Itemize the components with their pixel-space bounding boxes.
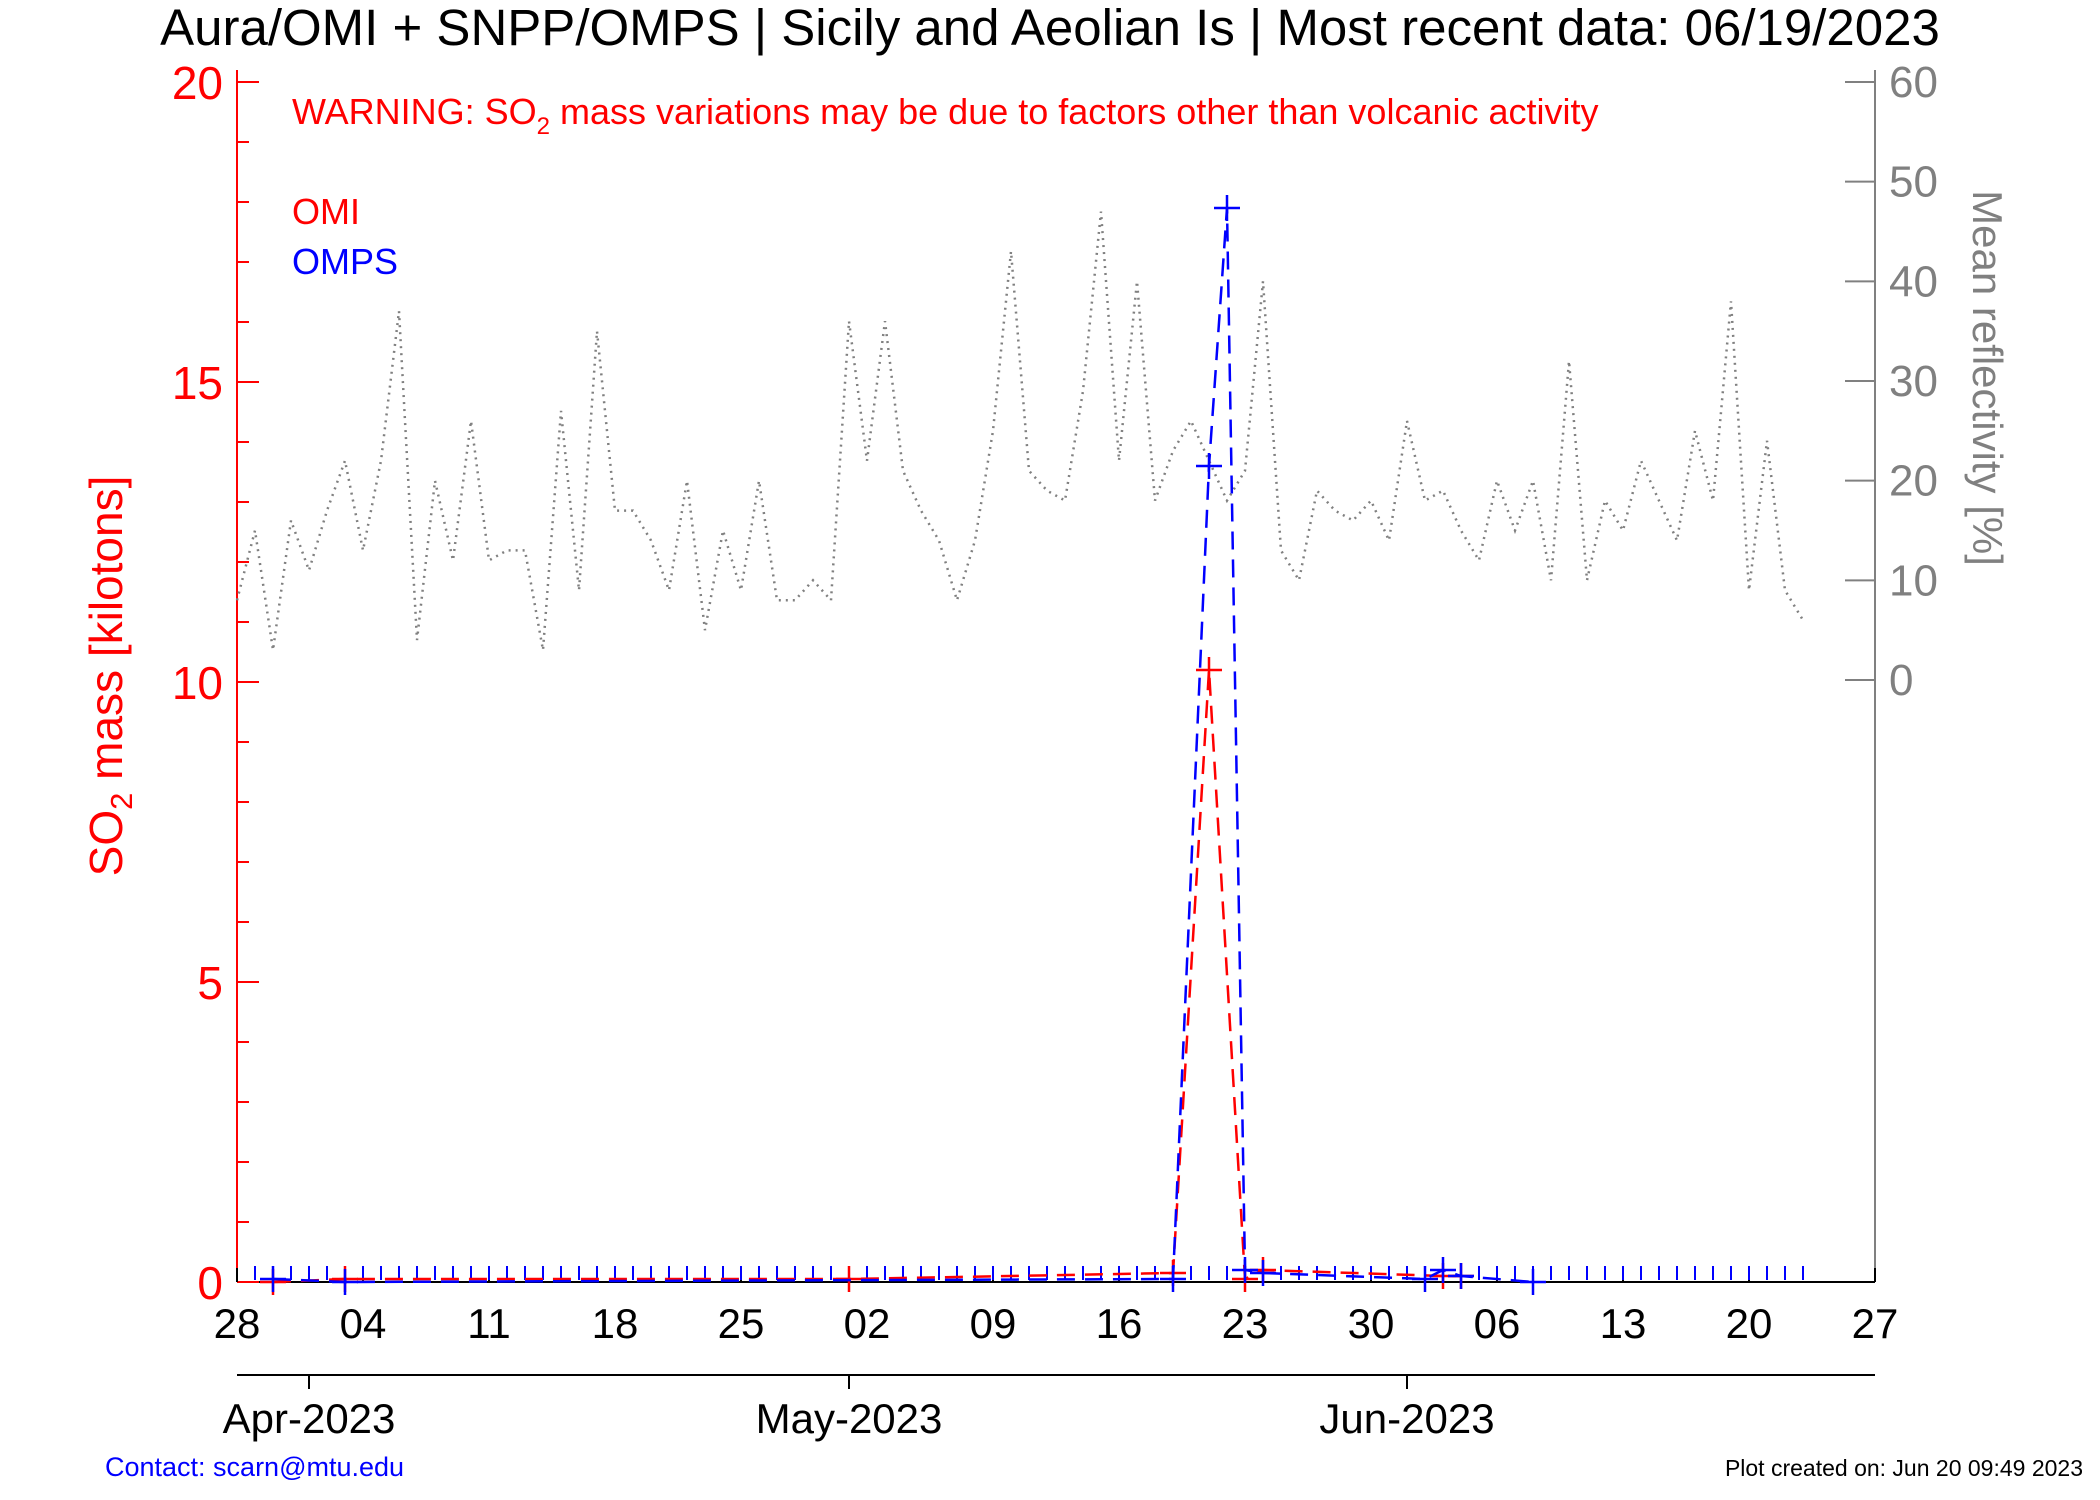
reflectivity-series [235,211,1805,651]
contact-text: Contact: scarn@mtu.edu [105,1452,404,1482]
x-tick-label: 13 [1600,1300,1647,1347]
x-tick-label: 04 [340,1300,387,1347]
x-tick-label: 23 [1222,1300,1269,1347]
y2-tick-label: 40 [1889,257,1938,306]
x-tick-label: 11 [467,1300,511,1347]
y-tick-label: 10 [172,657,223,709]
legend-omi: OMI [292,191,360,232]
x-tick-label: 02 [844,1300,891,1347]
x-tick-label: 28 [214,1300,261,1347]
month-label: May-2023 [756,1395,943,1442]
x-tick-label: 09 [970,1300,1017,1347]
omps-point [1196,453,1222,479]
legend-omps: OMPS [292,241,398,282]
warning-text: WARNING: SO2 mass variations may be due … [292,91,1599,140]
omps-point [1250,1260,1276,1286]
month-label: Apr-2023 [223,1395,396,1442]
omps-point [332,1269,358,1295]
x-tick-label: 25 [718,1300,765,1347]
omps-point [1520,1269,1546,1295]
omps-point [1448,1263,1474,1289]
x-tick-label: 18 [592,1300,639,1347]
omps-point [1232,1257,1258,1283]
chart-marks: 0 5 10 15 20 0 10 20 30 40 50 60 28 04 11 18 25 02 09 16 23 3… [172,57,1938,1442]
y-tick-label: 20 [172,57,223,109]
y2-tick-label: 60 [1889,58,1938,107]
chart-title: Aura/OMI + SNPP/OMPS | Sicily and Aeolia… [160,0,1940,56]
y2-tick-label: 0 [1889,656,1913,705]
x-tick-label: 06 [1474,1300,1521,1347]
omps-point [1430,1257,1456,1283]
omi-point [1196,657,1222,683]
y2-tick-label: 10 [1889,556,1938,605]
y2-tick-label: 50 [1889,158,1938,207]
y2-tick-label: 20 [1889,457,1938,506]
x-tick-label: 20 [1726,1300,1773,1347]
y-tick-label: 15 [172,357,223,409]
created-text: Plot created on: Jun 20 09:49 2023 [1725,1455,2083,1481]
omi-series-line [272,669,1461,1284]
y-tick-label: 5 [197,957,223,1009]
y-tick-label: 0 [197,1257,223,1309]
omps-series-line [272,207,1534,1284]
y-axis-label: SO2 mass [kilotons] [80,476,139,877]
omps-point [1160,1266,1186,1292]
omps-point [1412,1266,1438,1292]
y2-axis-label: Mean reflectivity [%] [1964,190,2011,566]
plot-frame [237,69,1875,1283]
y2-tick-label: 30 [1889,357,1938,406]
month-label: Jun-2023 [1319,1395,1494,1442]
x-tick-label: 27 [1852,1300,1899,1347]
omps-point [260,1266,286,1292]
omps-point [1214,195,1240,221]
x-tick-label: 30 [1348,1300,1395,1347]
x-tick-label: 16 [1096,1300,1143,1347]
